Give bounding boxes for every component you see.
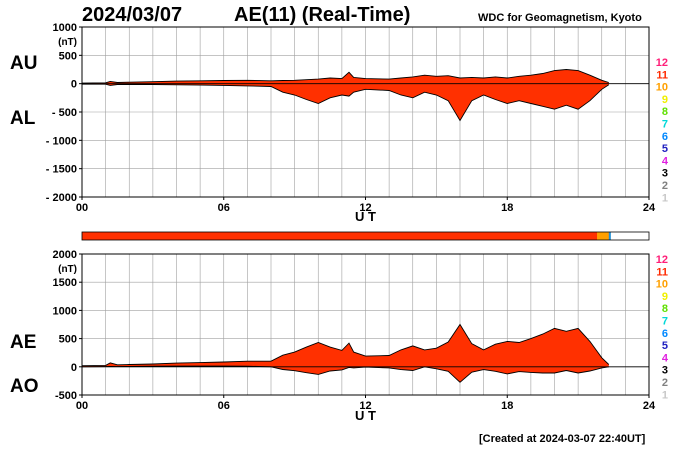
panel1-y-tick-label: - 500: [52, 107, 77, 119]
panel2-upper-series-label: AE: [10, 332, 36, 353]
plot-date: 2024/03/07: [82, 4, 183, 26]
panel1-series-line-al: [82, 83, 610, 122]
panel1-station-legend-item: 11: [656, 69, 668, 81]
panel1-station-legend-item: 6: [662, 131, 668, 143]
panel2-y-tick-label: 2000: [53, 249, 77, 261]
status-bar-latest: [608, 232, 611, 240]
panel2-y-tick-label: 0: [71, 362, 77, 374]
panel2-lower-series-label: AO: [10, 376, 39, 397]
panel2-y-unit-label: (nT): [58, 264, 77, 275]
panel2-station-legend-item: 12: [656, 254, 668, 266]
panel2-station-legend-item: 11: [656, 266, 668, 278]
panel2-station-legend-item: 9: [662, 291, 668, 303]
panel1-station-legend-item: 4: [662, 155, 669, 167]
panel1-y-tick-label: - 1000: [46, 135, 77, 147]
panel2-station-legend-item: 6: [662, 328, 668, 340]
panel1-y-tick-label: 0: [71, 79, 77, 91]
panel1-station-legend-item: 10: [656, 82, 668, 94]
status-bar-main: [82, 232, 609, 240]
panel1-y-tick-label: 1000: [53, 22, 77, 34]
panel1-upper-series-label: AU: [10, 53, 37, 74]
panel1-lower-series-label: AL: [10, 108, 36, 129]
panel2-station-legend-item: 2: [662, 377, 668, 389]
status-bar-frame: [81, 231, 650, 241]
panel2-x-tick-label: 06: [218, 400, 230, 412]
panel1-station-legend-item: 8: [662, 106, 668, 118]
panel1-y-tick-label: - 2000: [46, 192, 77, 204]
panel2-filled-area: [82, 324, 609, 383]
panel1-y-tick-label: 500: [59, 50, 77, 62]
panel2-station-legend-item: 10: [656, 279, 668, 291]
panel1-station-legend-item: 12: [656, 57, 668, 69]
panel2-y-tick-label: 1000: [53, 305, 77, 317]
panel2-station-legend-item: 4: [662, 352, 669, 364]
panel1-filled-area: [82, 69, 609, 121]
panel2-series-line-ao: [81, 365, 609, 383]
panel2-station-legend-item: 5: [662, 340, 668, 352]
panel2-station-legend-item: 8: [662, 303, 668, 315]
panel2-station-legend-item: 7: [662, 316, 668, 328]
panel2-station-legend-item: 3: [662, 365, 668, 377]
panel1-x-axis-label: U T: [355, 209, 376, 224]
panel2-x-tick-label: 18: [501, 400, 513, 412]
panel2-y-tick-label: 500: [59, 334, 77, 346]
panel2-x-tick-label: 12: [359, 400, 371, 412]
panel1-station-legend-item: 1: [662, 192, 668, 204]
panel2-x-axis-label: U T: [355, 408, 376, 423]
panel2-y-tick-label: -500: [55, 390, 77, 402]
panel1-y-unit-label: (nT): [58, 37, 77, 48]
panel1-series-line-au: [81, 69, 609, 84]
panel1-x-tick-label: 12: [359, 202, 371, 214]
panel1-station-legend-item: 9: [662, 94, 668, 106]
created-timestamp: [Created at 2024-03-07 22:40UT]: [479, 433, 646, 445]
panel1-x-tick-label: 24: [643, 202, 656, 214]
org-credit: WDC for Geomagnetism, Kyoto: [478, 12, 642, 24]
panel2-station-legend-item: 1: [662, 389, 668, 401]
panel1-x-tick-label: 18: [501, 202, 513, 214]
panel1-x-tick-label: 00: [76, 202, 88, 214]
panel1-y-tick-label: - 1500: [46, 164, 77, 176]
panel1-station-legend-item: 7: [662, 119, 668, 131]
panel2-x-tick-label: 00: [76, 400, 88, 412]
panel1-x-tick-label: 06: [218, 202, 230, 214]
panel2-y-tick-label: 1500: [53, 277, 77, 289]
plot-title: AE(11) (Real-Time): [234, 4, 411, 26]
panel2-series-line-ae: [81, 323, 610, 367]
panel1-station-legend-item: 5: [662, 143, 668, 155]
panel1-station-legend-item: 2: [662, 180, 668, 192]
panel1-station-legend-item: 3: [662, 168, 668, 180]
panel2-x-tick-label: 24: [643, 400, 656, 412]
status-bar-recent: [597, 232, 609, 240]
